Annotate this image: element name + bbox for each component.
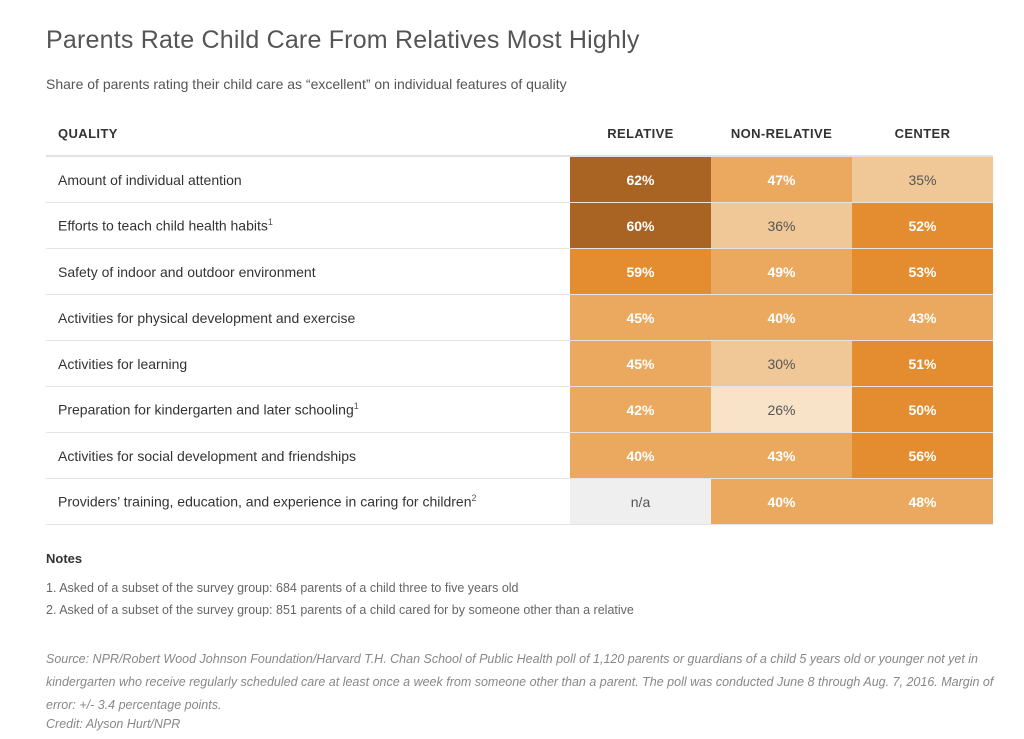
chart-subtitle: Share of parents rating their child care… <box>46 76 567 92</box>
column-header-quality: QUALITY <box>46 111 570 157</box>
heatmap-cell-non-relative: 43% <box>711 432 852 479</box>
heatmap-cell-relative: 40% <box>570 432 711 479</box>
credit-text: Credit: Alyson Hurt/NPR <box>46 717 181 731</box>
table-row: Safety of indoor and outdoor environment… <box>46 248 993 295</box>
table-row: Preparation for kindergarten and later s… <box>46 386 993 433</box>
footnote-marker: 1 <box>353 401 359 412</box>
heatmap-cell-non-relative: 40% <box>711 478 852 525</box>
row-label: Activities for social development and fr… <box>46 432 570 479</box>
row-label-text: Activities for social development and fr… <box>58 447 357 464</box>
heatmap-cell-relative: n/a <box>570 478 711 525</box>
heatmap-cell-relative: 60% <box>570 202 711 249</box>
heatmap-cell-non-relative: 36% <box>711 202 852 249</box>
row-label-text: Amount of individual attention <box>58 171 242 188</box>
heatmap-cell-relative: 62% <box>570 156 711 203</box>
header-row: QUALITY RELATIVE NON-RELATIVE CENTER <box>46 111 993 157</box>
heatmap-cell-relative: 45% <box>570 340 711 387</box>
heatmap-cell-center: 35% <box>852 156 993 203</box>
row-label-text: Activities for physical development and … <box>58 309 356 326</box>
heatmap-cell-non-relative: 40% <box>711 294 852 341</box>
row-label: Activities for learning <box>46 340 570 387</box>
heatmap-cell-center: 48% <box>852 478 993 525</box>
table-row: Providers’ training, education, and expe… <box>46 478 993 525</box>
heatmap-cell-relative: 42% <box>570 386 711 433</box>
row-label-text: Activities for learning <box>58 355 188 372</box>
heatmap-cell-center: 43% <box>852 294 993 341</box>
heatmap-cell-non-relative: 47% <box>711 156 852 203</box>
row-label: Providers’ training, education, and expe… <box>46 478 570 525</box>
table-row: Activities for physical development and … <box>46 294 993 341</box>
heatmap-cell-non-relative: 49% <box>711 248 852 295</box>
heatmap-cell-center: 50% <box>852 386 993 433</box>
note-1: 1. Asked of a subset of the survey group… <box>46 581 519 595</box>
row-label-text: Preparation for kindergarten and later s… <box>58 401 354 418</box>
note-2: 2. Asked of a subset of the survey group… <box>46 603 634 617</box>
heatmap-cell-center: 53% <box>852 248 993 295</box>
heatmap-cell-relative: 59% <box>570 248 711 295</box>
column-header-relative: RELATIVE <box>570 111 711 157</box>
heatmap-cell-relative: 45% <box>570 294 711 341</box>
row-label: Preparation for kindergarten and later s… <box>46 386 570 433</box>
table-row: Activities for learning 45% 30% 51% <box>46 340 993 387</box>
table-row: Amount of individual attention 62% 47% 35% <box>46 156 993 203</box>
row-label: Amount of individual attention <box>46 156 570 203</box>
source-text: Source: NPR/Robert Wood Johnson Foundati… <box>46 652 994 712</box>
row-label-text: Safety of indoor and outdoor environment <box>58 263 316 280</box>
column-header-non-relative: NON-RELATIVE <box>711 111 852 157</box>
chart-title: Parents Rate Child Care From Relatives M… <box>46 26 640 54</box>
heatmap-table: QUALITY RELATIVE NON-RELATIVE CENTER Amo… <box>46 111 993 525</box>
row-label: Safety of indoor and outdoor environment <box>46 248 570 295</box>
table-row: Efforts to teach child health habits1 60%… <box>46 202 993 249</box>
row-label: Activities for physical development and … <box>46 294 570 341</box>
heatmap-cell-center: 56% <box>852 432 993 479</box>
row-label-text: Efforts to teach child health habits <box>58 217 268 234</box>
column-header-center: CENTER <box>852 111 993 157</box>
row-label-text: Providers’ training, education, and expe… <box>58 493 472 510</box>
row-label: Efforts to teach child health habits1 <box>46 202 570 249</box>
heatmap-cell-non-relative: 26% <box>711 386 852 433</box>
heatmap-cell-non-relative: 30% <box>711 340 852 387</box>
table-row: Activities for social development and fr… <box>46 432 993 479</box>
footnote-marker: 1 <box>267 217 273 228</box>
heatmap-body: Amount of individual attention 62% 47% 35% E… <box>46 156 993 525</box>
footnote-marker: 2 <box>471 493 477 504</box>
heatmap-cell-center: 52% <box>852 202 993 249</box>
heatmap-cell-center: 51% <box>852 340 993 387</box>
notes-heading: Notes <box>46 551 83 566</box>
